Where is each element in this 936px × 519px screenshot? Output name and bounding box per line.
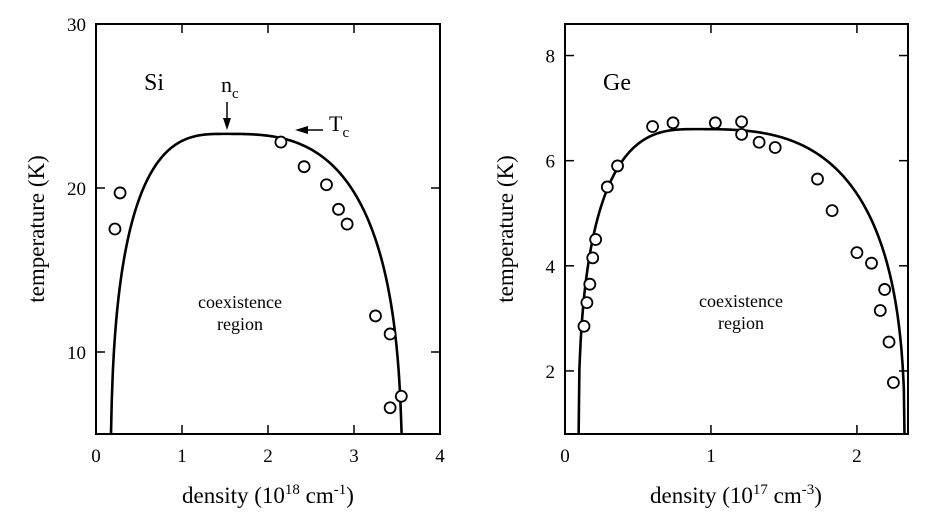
y-axis-title-si: temperature (K) [24,155,49,303]
data-point-ge [752,135,766,149]
region-label-ge-line1: coexistence [699,291,783,311]
data-point-ge [878,283,892,296]
x-tick-label-ge: 0 [560,446,570,467]
data-point-ge [850,246,864,260]
x-tick-label-si: 1 [177,446,187,467]
panel-label-si: Si [144,70,164,96]
x-tick-label-si: 3 [349,446,359,467]
x-tick-label-ge: 2 [852,446,862,467]
data-point-ge [873,304,887,317]
data-point-si [332,202,345,216]
x-tick-label-ge: 1 [706,446,716,467]
data-point-ge [825,204,839,218]
data-point-si [383,401,397,415]
data-point-ge [735,127,749,141]
nc-arrow-head [223,118,231,130]
fit-curve-si [109,132,403,434]
tc-arrow-head [295,126,308,134]
data-point-si [383,327,397,341]
data-points-si [108,135,408,415]
data-point-ge [865,256,878,270]
data-point-ge [577,319,591,333]
data-point-ge [708,116,722,130]
data-point-ge [589,233,603,246]
x-tick-label-si: 2 [263,446,273,467]
data-point-si [320,178,333,192]
data-point-ge [735,115,749,129]
ticks-si: 0 1 2 3 4 10 20 30 [67,15,445,467]
fit-curve-line-si [109,132,403,434]
chart-ge: 0 1 2 2 4 6 8 Ge coexistence region density (1… [493,23,909,508]
x-tick-label-si: 4 [435,446,445,467]
x-tick-label-si: 0 [91,446,101,467]
y-tick-label-ge: 2 [546,362,556,383]
data-point-ge [586,251,600,265]
tc-label: Tc [329,111,349,141]
y-tick-label-ge: 6 [546,152,556,173]
data-point-si [340,217,354,231]
data-point-ge [583,277,597,291]
y-tick-label-ge: 8 [546,47,556,68]
y-axis-title-ge: temperature (K) [493,155,518,303]
data-point-ge [768,141,782,154]
data-point-si [297,160,311,174]
data-point-ge [882,335,896,349]
data-point-si [113,186,127,200]
data-points-ge [577,115,900,389]
data-point-ge [600,180,614,194]
data-point-ge [666,116,680,130]
region-label-si-line1: coexistence [198,292,282,312]
plot-frame-ge [564,23,909,435]
region-label-si-line2: region [217,314,263,334]
data-point-ge [811,172,824,186]
x-axis-title-ge: density (1017 cm-3) [650,482,822,508]
y-tick-label-si: 10 [67,343,86,364]
nc-label: nc [221,72,239,102]
data-point-si [394,389,408,403]
x-axis-title-si: density (1018 cm-1) [182,482,354,508]
data-point-ge [646,120,659,133]
y-tick-label-si: 30 [67,15,86,36]
region-label-ge-line2: region [718,313,764,333]
y-tick-label-si: 20 [67,179,86,200]
data-point-si [274,135,288,149]
data-point-si [369,309,382,323]
data-point-si [108,222,122,236]
ticks-ge: 0 1 2 2 4 6 8 [546,24,908,467]
data-point-ge [887,376,900,389]
y-tick-label-ge: 4 [546,257,556,278]
data-point-ge [611,159,624,173]
panel-label-ge: Ge [603,70,631,96]
data-point-ge [580,296,594,309]
